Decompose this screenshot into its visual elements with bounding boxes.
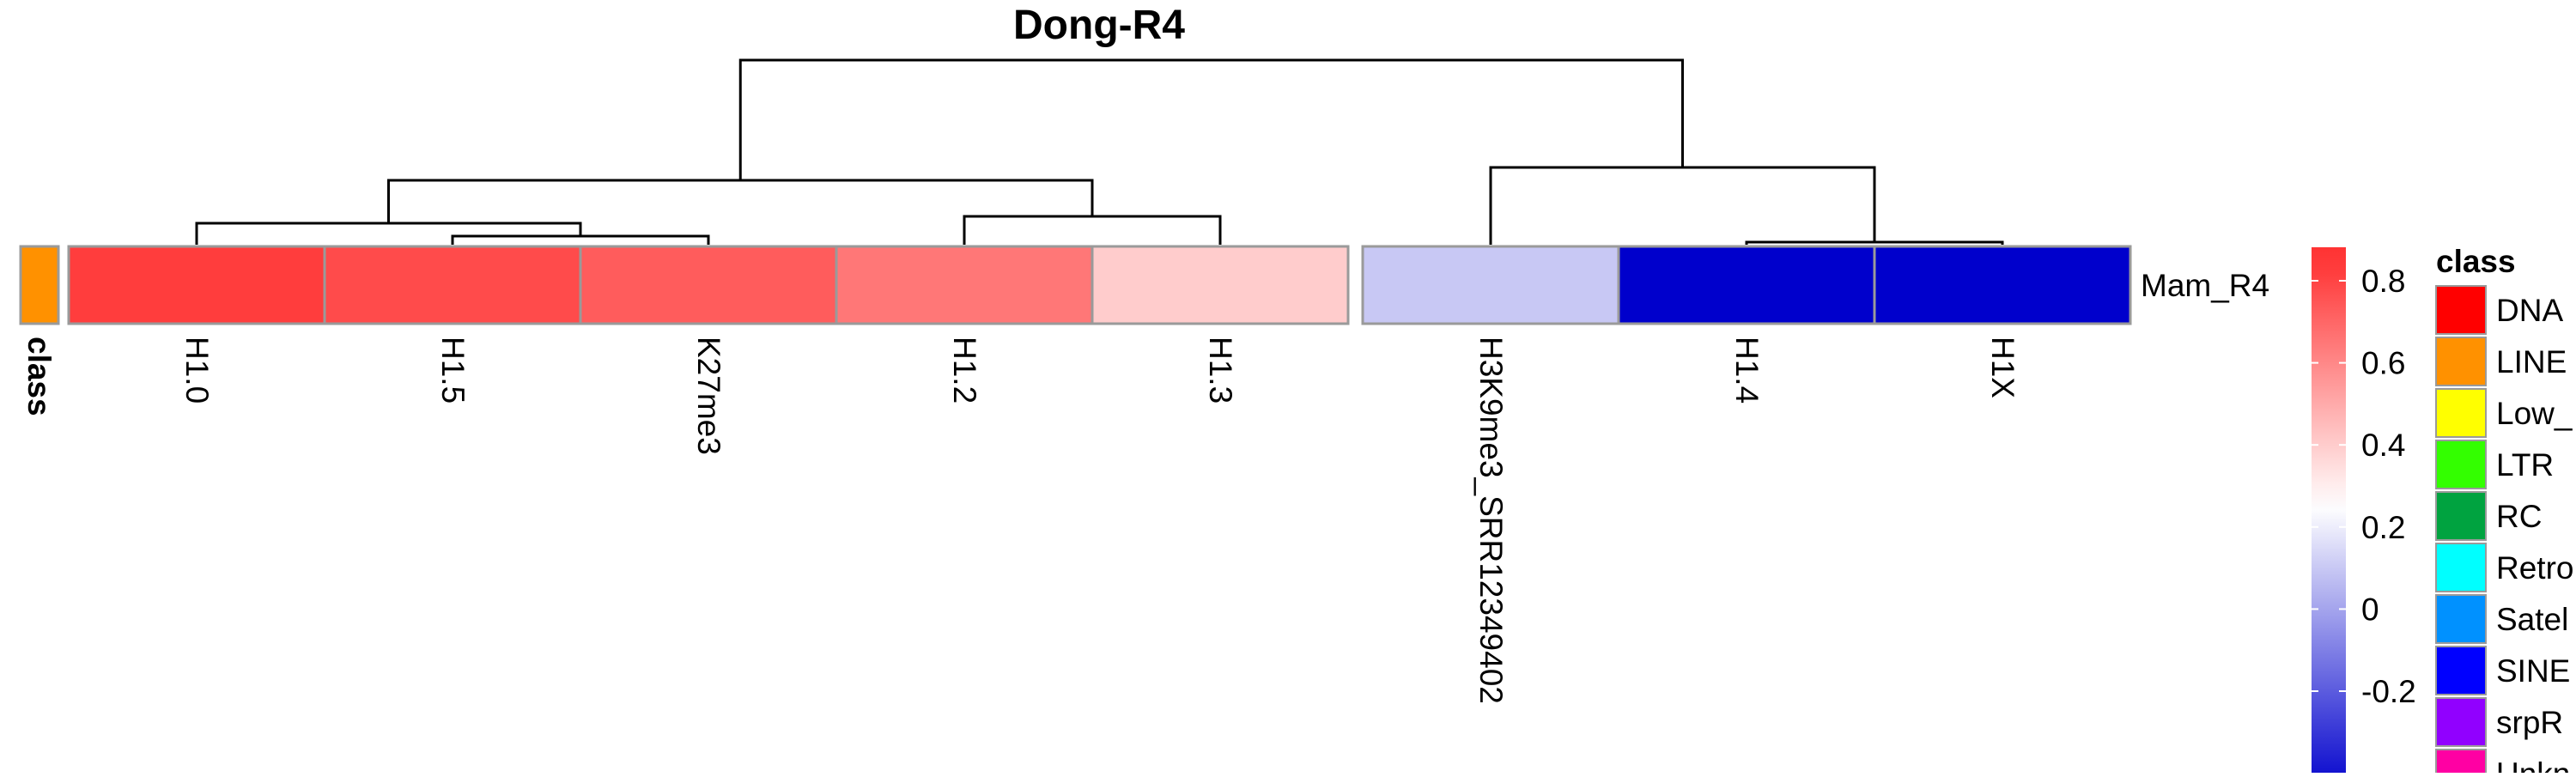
- class-legend-swatch-ltr: [2435, 440, 2487, 489]
- column-label-h1-3: H1.3: [1203, 337, 1238, 404]
- dendrogram-link-h1-5-k27me3: [451, 234, 710, 245]
- class-legend-label-dna: DNA: [2496, 293, 2563, 328]
- class-legend-swatch-retro: [2435, 543, 2487, 592]
- class-legend-label-unkn: Unkn: [2496, 756, 2570, 773]
- heatmap-cell-h1-4: [1617, 245, 1876, 325]
- row-label-mam-r4: Mam_R4: [2141, 268, 2269, 303]
- heatmap-cell-k27me3: [579, 245, 838, 325]
- heatmap-cell-h1-3: [1091, 245, 1350, 325]
- class-legend-label-satel: Satel: [2496, 602, 2568, 637]
- class-legend-label-retro: Retro: [2496, 550, 2573, 586]
- heatmap-cell-h3k9me3-srr12349402: [1361, 245, 1620, 325]
- dendrogram-link-right-group: [1489, 166, 1876, 245]
- color-scale-tick-0-6: 0.6: [2361, 346, 2405, 381]
- class-legend-label-low: Low_: [2496, 396, 2573, 431]
- class-legend-swatch-dna: [2435, 285, 2487, 335]
- class-legend-label-rc: RC: [2496, 499, 2542, 534]
- class-legend-swatch-sine: [2435, 646, 2487, 695]
- class-legend-swatch-srpr: [2435, 697, 2487, 747]
- column-label-h1-0: H1.0: [179, 337, 215, 404]
- annotation-cell: [19, 245, 60, 325]
- heatmap-cell-h1x: [1873, 245, 2132, 325]
- class-legend-swatch-line: [2435, 337, 2487, 386]
- row-labels: Mam_R4: [2141, 268, 2269, 303]
- color-scale-tick-0-2: -0.2: [2361, 674, 2416, 709]
- dendrogram-link-root: [738, 58, 1684, 180]
- annotation-label: class: [21, 337, 57, 416]
- color-scale-tick-0-8: 0.8: [2361, 264, 2405, 299]
- class-legend-swatch-unkn: [2435, 749, 2487, 777]
- dendrogram-link-h1-4-h1x: [1745, 240, 2004, 245]
- heatmap-cell-h1-5: [323, 245, 582, 325]
- class-legend-swatch-satel: [2435, 594, 2487, 644]
- class-legend-title: class: [2436, 244, 2516, 279]
- class-legend-label-srpr: srpR: [2496, 705, 2563, 740]
- column-dendrogram: [195, 58, 2004, 245]
- column-label-k27me3: K27me3: [691, 337, 726, 455]
- column-label-h1-2: H1.2: [947, 337, 982, 404]
- column-label-h1x: H1X: [1985, 337, 2020, 398]
- class-legend-label-ltr: LTR: [2496, 447, 2554, 483]
- heatmap-cells: [67, 245, 2132, 325]
- class-legend-swatch-rc: [2435, 491, 2487, 541]
- dendrogram-link-h1-0-cluster: [195, 222, 582, 245]
- column-label-h1-5: H1.5: [435, 337, 471, 404]
- color-scale-tick-0-2: 0.2: [2361, 510, 2405, 545]
- class-legend-label-line: LINE: [2496, 344, 2567, 379]
- heatmap-cell-h1-0: [67, 245, 326, 325]
- column-label-h1-4: H1.4: [1729, 337, 1765, 404]
- column-label-h3k9me3-srr12349402: H3K9me3_SRR12349402: [1473, 337, 1509, 704]
- chart-title: Dong-R4: [1013, 3, 1185, 48]
- color-scale-tick-0: 0: [2361, 592, 2379, 627]
- class-legend: class DNA LINE Low_ LTR RC Retro Satel SINE srpR U…: [2435, 244, 2573, 777]
- class-legend-swatch-low: [2435, 388, 2487, 438]
- color-scale-tick-0-4: 0.4: [2361, 428, 2405, 463]
- column-labels: H1.0 H1.5 K27me3 H1.2 H1.3 H3K9me3_SRR1234940…: [179, 337, 2020, 704]
- class-legend-label-sine: SINE: [2496, 653, 2570, 689]
- dendrogram-link-h1-2-h1-3: [963, 215, 1222, 245]
- color-scale-bar: [2312, 247, 2346, 773]
- heatmap-cell-h1-2: [835, 245, 1094, 325]
- color-scale-legend: 0.8 0.6 0.4 0.2 0 -0.2: [2312, 247, 2416, 773]
- class-annotation: class: [19, 245, 60, 416]
